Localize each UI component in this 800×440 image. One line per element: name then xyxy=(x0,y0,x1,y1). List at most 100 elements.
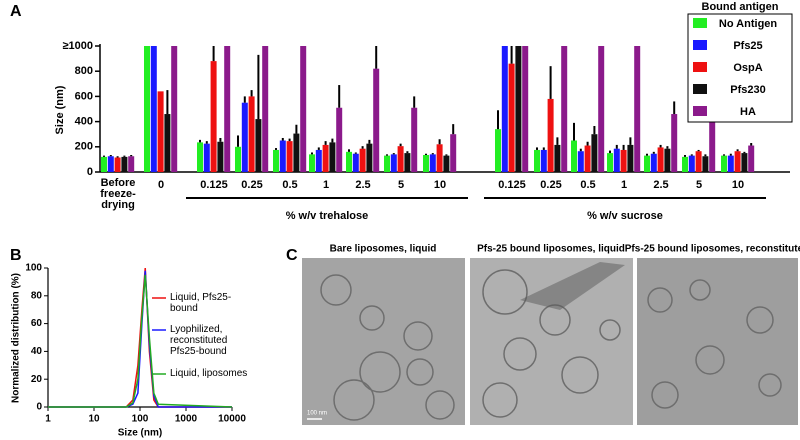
x-tick-label: 1 xyxy=(621,179,627,191)
bar xyxy=(571,140,577,172)
legend-label: Pfs230 xyxy=(730,84,765,96)
bar xyxy=(157,91,164,172)
bar xyxy=(620,149,627,172)
bar xyxy=(411,107,418,172)
bar xyxy=(741,153,748,172)
bar xyxy=(150,46,157,172)
legend-label: HA xyxy=(740,106,756,118)
bar xyxy=(644,155,650,172)
bar xyxy=(436,144,443,172)
bar xyxy=(721,155,727,172)
x-tick-label: 10 xyxy=(434,179,446,191)
bar xyxy=(682,156,688,172)
legend-label-box: Liquid, liposomes xyxy=(170,368,248,379)
y-tick-label: 400 xyxy=(75,116,93,128)
bar xyxy=(522,46,529,172)
bar xyxy=(128,156,135,172)
bar xyxy=(273,149,279,172)
micrograph xyxy=(470,258,633,425)
y-tick-label: 80 xyxy=(31,290,43,301)
scale-bar-label: 100 nm xyxy=(307,411,327,417)
bar xyxy=(210,61,217,173)
y-axis-label: Normalized distribution (%) xyxy=(11,273,22,403)
legend-swatch xyxy=(693,62,707,72)
x-tick-label: 0 xyxy=(158,179,164,191)
bar xyxy=(429,154,436,172)
x-tick-label: 10000 xyxy=(218,414,246,425)
bar xyxy=(235,146,241,172)
bar xyxy=(671,114,678,172)
x-tick-label: Before freeze-drying xyxy=(100,178,136,211)
bar xyxy=(322,144,329,172)
y-tick-label: 0 xyxy=(36,402,42,413)
image-title: Pfs-25 bound liposomes, liquid xyxy=(477,244,625,255)
y-tick-label: 600 xyxy=(75,90,93,102)
bar xyxy=(748,145,755,172)
y-tick-label: 800 xyxy=(75,65,93,77)
legend-label: Lyophilized, reconstituted Pfs25-bound xyxy=(170,324,228,357)
y-tick-label: 200 xyxy=(75,141,93,153)
legend-swatch xyxy=(693,40,707,50)
legend-label-box: Liquid, Pfs25-bound xyxy=(170,292,232,314)
bar xyxy=(554,144,561,172)
bar xyxy=(217,141,224,172)
bar xyxy=(501,46,508,172)
x-tick-label: 1 xyxy=(45,414,51,425)
bar xyxy=(203,143,210,172)
bar xyxy=(384,155,390,172)
bar xyxy=(664,148,671,172)
debris xyxy=(520,262,625,310)
y-tick-label: 100 xyxy=(25,263,42,274)
x-tick-label: 2.5 xyxy=(355,179,370,191)
bar xyxy=(508,63,515,172)
bar xyxy=(101,156,107,172)
bar xyxy=(727,155,734,172)
bar xyxy=(171,46,178,172)
bar xyxy=(540,149,547,172)
bar xyxy=(352,153,359,172)
image-title: Pfs-25 bound liposomes, reconstituted xyxy=(625,244,800,255)
x-tick-label: 0.25 xyxy=(540,179,561,191)
legend-title: Bound antigen xyxy=(702,1,779,13)
legend-label: Liquid, Pfs25-bound xyxy=(170,292,232,314)
x-tick-label: 5 xyxy=(398,179,404,191)
y-tick-label: 60 xyxy=(31,318,43,329)
bar xyxy=(734,151,741,172)
bar xyxy=(315,149,322,172)
bar xyxy=(309,154,315,172)
legend-label: OspA xyxy=(733,62,762,74)
y-tick-label: ≥1000 xyxy=(62,40,93,52)
bar xyxy=(224,46,231,172)
panel-label: A xyxy=(10,3,22,20)
legend-swatch xyxy=(693,18,707,28)
line xyxy=(48,274,233,408)
group-label: % w/v sucrose xyxy=(587,210,663,222)
bar xyxy=(495,129,501,172)
bar xyxy=(598,46,605,172)
bar xyxy=(634,46,641,172)
bar xyxy=(688,155,695,172)
bar xyxy=(346,151,352,172)
bar xyxy=(255,119,262,172)
bar xyxy=(695,151,702,172)
legend-label-box: Lyophilized, reconstituted Pfs25-bound xyxy=(170,324,228,357)
bar xyxy=(248,96,255,172)
legend-label: Liquid, liposomes xyxy=(170,368,248,379)
legend-swatch xyxy=(693,84,707,94)
bar xyxy=(114,157,121,172)
x-tick-label: 0.25 xyxy=(241,179,262,191)
bar xyxy=(397,146,404,172)
x-tick-label: 1 xyxy=(323,179,329,191)
panel-label: B xyxy=(10,247,22,264)
bar xyxy=(390,154,397,172)
bar xyxy=(423,154,429,172)
legend-label: No Antigen xyxy=(719,18,778,30)
bar xyxy=(591,134,598,172)
legend-label: Pfs25 xyxy=(733,40,762,52)
bar xyxy=(650,153,657,172)
bar xyxy=(197,142,203,172)
bar xyxy=(702,156,709,172)
bar xyxy=(286,141,293,172)
bar xyxy=(443,155,450,172)
bar xyxy=(373,68,380,172)
